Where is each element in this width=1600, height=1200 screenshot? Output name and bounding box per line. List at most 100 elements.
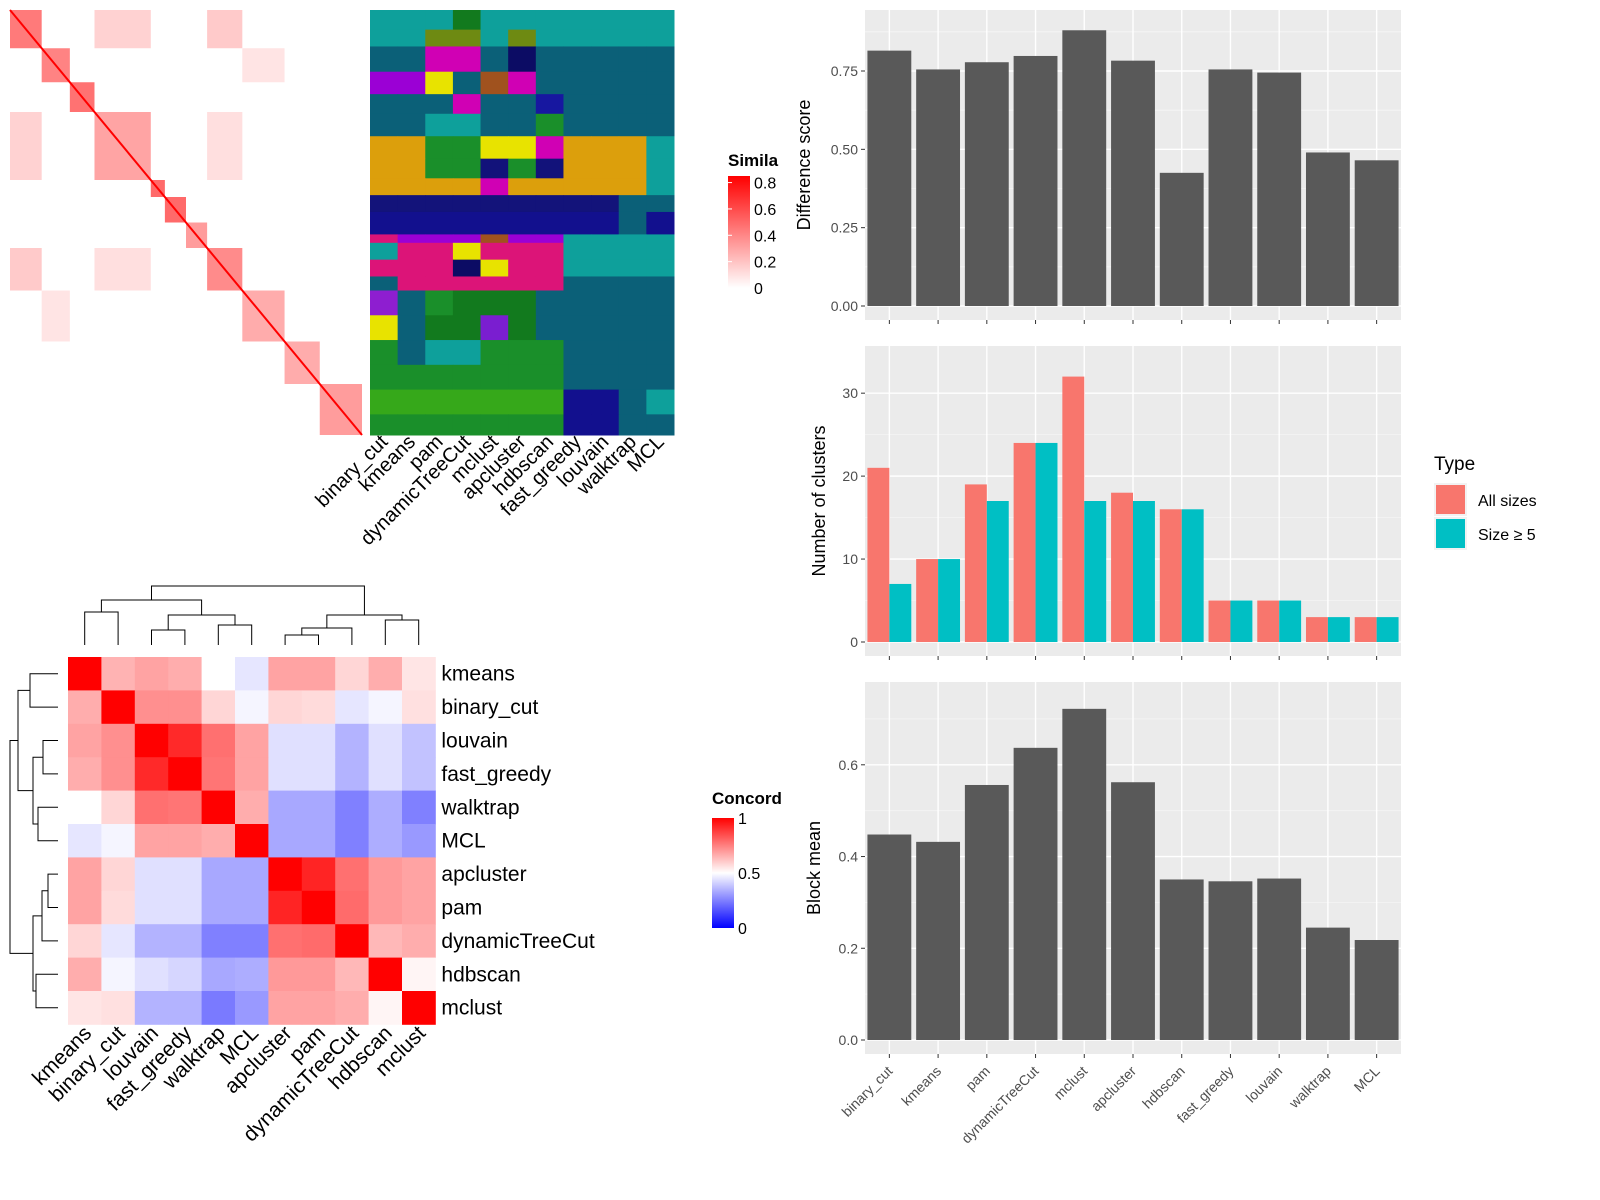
concord-cell-0-4 (201, 657, 236, 691)
type-legend-title: Type (1434, 454, 1475, 475)
bar-kmeans (916, 841, 961, 1040)
concord-cell-6-1 (101, 857, 136, 892)
assign-cell-11-7 (563, 234, 592, 244)
top-dendrogram-branch-9 (151, 585, 365, 615)
assign-cell-1-2 (425, 29, 454, 47)
assign-cell-14-5 (508, 276, 537, 291)
assign-cell-5-3 (452, 113, 482, 137)
concord-cell-9-6 (268, 957, 303, 992)
assign-cell-13-6 (535, 259, 564, 277)
assign-cell-7-6 (535, 158, 564, 179)
assign-cell-0-5 (508, 10, 537, 31)
assign-cell-5-10 (646, 113, 675, 137)
assign-cell-9-0 (370, 195, 399, 213)
concord-row-label: walktrap (440, 796, 519, 819)
assign-cell-2-5 (508, 46, 537, 73)
type-legend-swatch (1436, 485, 1465, 514)
concord-cell-5-10 (402, 824, 436, 858)
left-dendrogram-branch-9 (9, 740, 33, 954)
assign-lower-cell-0-4 (480, 290, 509, 316)
assign-cell-0-0 (370, 10, 399, 31)
assign-lower-cell-0-9 (618, 290, 647, 316)
assign-cell-11-8 (591, 234, 620, 244)
bar-all-sizes-binary_cut (867, 467, 890, 642)
assign-cell-3-9 (618, 71, 647, 95)
assign-cell-3-5 (508, 71, 537, 95)
concord-cell-7-3 (168, 890, 202, 925)
assign-lower-cell-4-1 (397, 389, 426, 415)
x-tick-label: walktrap (1285, 1063, 1334, 1112)
y-tick-label: 0.4 (839, 849, 859, 865)
assign-cell-7-7 (563, 158, 592, 179)
assign-cell-11-5 (508, 234, 537, 244)
assign-cell-10-1 (397, 211, 426, 235)
left-dendrogram-branch-4 (17, 689, 33, 792)
bar-fast_greedy (1208, 69, 1253, 306)
top-dendrogram-branch-5 (284, 634, 319, 645)
bar-hdbscan (1159, 172, 1204, 306)
bar-louvain (1257, 878, 1302, 1040)
bar-all-sizes-hdbscan (1159, 509, 1182, 642)
concord-cell-9-7 (301, 957, 336, 992)
assign-cell-3-8 (591, 71, 620, 95)
assign-cell-8-9 (618, 178, 647, 196)
assign-cell-9-9 (618, 195, 647, 213)
assign-cell-2-6 (535, 46, 564, 73)
assign-lower-cell-2-8 (591, 340, 620, 366)
assign-cell-7-8 (591, 158, 620, 179)
assign-cell-2-10 (646, 46, 675, 73)
concord-cell-10-1 (101, 991, 136, 1025)
concord-cell-10-8 (335, 991, 369, 1025)
assign-cell-11-1 (397, 234, 426, 244)
assign-cell-2-8 (591, 46, 620, 73)
assign-cell-11-3 (452, 234, 482, 244)
y-tick-label: 0.25 (831, 220, 858, 236)
difference-score-chart: 0.00 0.25 0.50 0.75 Difference score (794, 10, 1401, 324)
assign-cell-11-0 (370, 234, 399, 244)
assign-cell-4-10 (646, 94, 675, 115)
assign-cell-2-1 (397, 46, 426, 73)
assign-cell-2-2 (425, 46, 454, 73)
y-tick-label: 0.2 (839, 940, 859, 956)
assign-cell-12-1 (397, 242, 426, 261)
top-dendrogram-branch-2 (167, 614, 236, 630)
concord-cell-0-6 (268, 657, 303, 691)
assign-cell-7-0 (370, 158, 399, 179)
assign-lower-cell-5-7 (563, 414, 592, 436)
concord-cell-5-0 (68, 824, 102, 858)
y-tick-label: 0.00 (831, 298, 858, 314)
assign-lower-cell-2-0 (370, 340, 399, 366)
assign-cell-11-6 (535, 234, 564, 244)
bar-apcluster (1111, 782, 1155, 1040)
assign-cell-3-7 (563, 71, 592, 95)
assign-cell-4-8 (591, 94, 620, 115)
y-axis-label: Number of clusters (809, 425, 829, 576)
x-tick-label: binary_cut (838, 1063, 895, 1120)
sim-offblock-t-3 (242, 48, 285, 83)
concord-cell-6-3 (168, 857, 202, 892)
y-tick-label: 0.50 (831, 141, 858, 157)
sim-offblock-t-0 (94, 10, 151, 49)
assign-lower-cell-5-4 (480, 414, 509, 436)
x-tick-label: hdbscan (1139, 1063, 1188, 1112)
assign-lower-cell-0-2 (425, 290, 454, 316)
concord-cell-2-0 (68, 723, 102, 758)
concord-cell-9-10 (402, 957, 436, 992)
assign-lower-cell-5-8 (591, 414, 620, 436)
concord-cell-5-7 (301, 824, 336, 858)
assign-cell-8-7 (563, 178, 592, 196)
assign-lower-cell-1-6 (535, 315, 564, 341)
concord-cell-2-5 (235, 723, 269, 758)
concord-cell-9-2 (134, 957, 169, 992)
assign-lower-cell-1-7 (563, 315, 592, 341)
y-tick-label: 0 (850, 634, 858, 650)
concord-cell-9-8 (335, 957, 369, 992)
assign-lower-cell-2-2 (425, 340, 454, 366)
concord-cell-3-1 (101, 757, 136, 791)
concord-cell-10-4 (201, 991, 236, 1025)
bar-all-sizes-MCL (1354, 617, 1377, 642)
concord-cell-1-2 (134, 690, 169, 725)
assign-lower-cell-0-7 (563, 290, 592, 316)
assign-cell-0-3 (452, 10, 482, 31)
assign-cell-12-10 (646, 242, 675, 261)
